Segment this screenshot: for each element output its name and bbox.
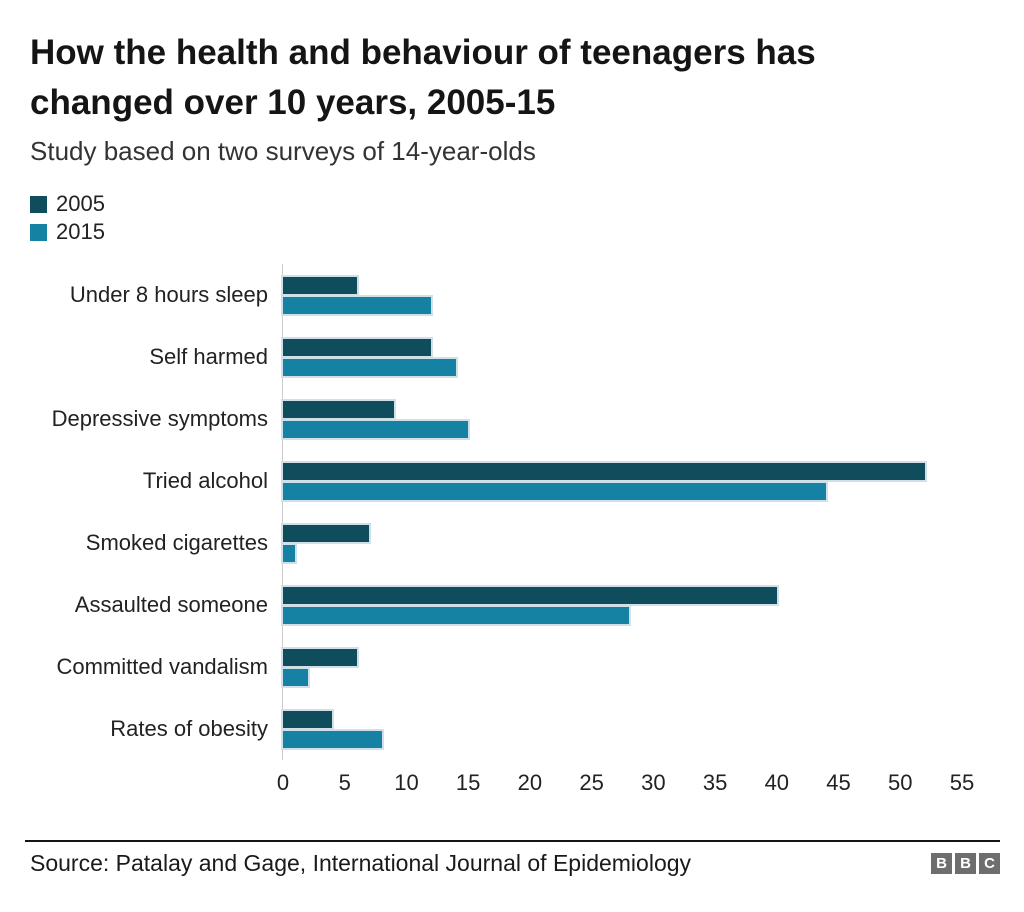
bar-2015 bbox=[280, 542, 298, 564]
category-label: Rates of obesity bbox=[110, 716, 268, 741]
category-label: Assaulted someone bbox=[74, 592, 268, 617]
bar-2005 bbox=[280, 646, 360, 668]
category-row: Under 8 hours sleep bbox=[0, 264, 1024, 326]
category-label: Tried alcohol bbox=[142, 468, 268, 493]
x-tick-label: 20 bbox=[517, 770, 543, 795]
bar-2005 bbox=[281, 584, 779, 606]
legend-swatch-2005 bbox=[30, 195, 47, 213]
x-tick-label: 10 bbox=[394, 770, 419, 795]
bar-group bbox=[280, 326, 962, 388]
footer-row: Source: Patalay and Gage, International … bbox=[25, 842, 1000, 877]
x-axis: 0 5 10 15 20 25 30 35 40 45 50 55 bbox=[277, 762, 974, 798]
bar-group bbox=[280, 450, 962, 512]
chart-subtitle: Study based on two surveys of 14-year-ol… bbox=[30, 136, 536, 166]
x-tick-label: 35 bbox=[702, 770, 728, 795]
bar-2015 bbox=[280, 294, 434, 316]
category-label: Under 8 hours sleep bbox=[69, 282, 268, 307]
legend-label-2005: 2005 bbox=[56, 191, 105, 216]
x-tick-label: 25 bbox=[579, 770, 604, 795]
category-label: Self harmed bbox=[149, 344, 268, 369]
category-row: Tried alcohol bbox=[0, 450, 1024, 512]
x-tick-label: 55 bbox=[949, 770, 975, 795]
bar-2005 bbox=[280, 274, 360, 296]
x-tick-label: 15 bbox=[455, 770, 481, 795]
bar-2015 bbox=[281, 356, 458, 378]
category-row: Self harmed bbox=[0, 326, 1024, 388]
bar-2005 bbox=[280, 708, 335, 730]
category-row: Rates of obesity bbox=[0, 698, 1024, 760]
bar-chart: Under 8 hours sleep Self harmed Depressive… bbox=[0, 264, 1024, 760]
bbc-logo-letter-c: C bbox=[979, 853, 1000, 874]
x-tick-label: 30 bbox=[641, 770, 666, 795]
category-label: Depressive symptoms bbox=[51, 406, 268, 431]
category-row: Committed vandalism bbox=[0, 636, 1024, 698]
bar-group bbox=[280, 698, 962, 760]
bar-2015 bbox=[280, 480, 829, 502]
category-label: Smoked cigarettes bbox=[85, 530, 268, 555]
bbc-logo: B B C bbox=[931, 853, 1000, 874]
bar-2015 bbox=[281, 604, 631, 626]
x-tick-label: 5 bbox=[338, 770, 351, 795]
bar-2015 bbox=[281, 728, 384, 750]
bar-group bbox=[280, 512, 962, 574]
category-row: Smoked cigarettes bbox=[0, 512, 1024, 574]
bbc-logo-letter-b1: B bbox=[931, 853, 952, 874]
bar-group bbox=[281, 574, 962, 636]
bar-group bbox=[280, 388, 962, 450]
category-row: Assaulted someone bbox=[0, 574, 1024, 636]
bar-2005 bbox=[280, 522, 372, 544]
bar-2015 bbox=[280, 418, 471, 440]
bar-2015 bbox=[281, 666, 310, 688]
bar-2005 bbox=[281, 460, 927, 482]
category-row: Depressive symptoms bbox=[0, 388, 1024, 450]
x-tick-label: 45 bbox=[826, 770, 851, 795]
legend-swatch-2015 bbox=[30, 223, 47, 241]
x-tick-label: 50 bbox=[888, 770, 913, 795]
chart-title: How the health and behaviour of teenager… bbox=[30, 33, 816, 122]
legend: 2005 2015 bbox=[30, 191, 1024, 244]
x-tick-label: 40 bbox=[764, 770, 790, 795]
chart-footer: Source: Patalay and Gage, International … bbox=[25, 840, 1000, 877]
legend-label-2015: 2015 bbox=[56, 219, 105, 244]
chart-header: How the health and behaviour of teenager… bbox=[0, 0, 1024, 166]
bar-group bbox=[280, 636, 962, 698]
bbc-logo-letter-b2: B bbox=[955, 853, 976, 874]
legend-item-2015: 2015 bbox=[30, 219, 1024, 244]
source-text: Source: Patalay and Gage, International … bbox=[30, 850, 692, 876]
x-tick-label: 0 bbox=[276, 770, 290, 795]
category-label: Committed vandalism bbox=[56, 654, 268, 679]
legend-item-2005: 2005 bbox=[30, 191, 1024, 216]
bar-2005 bbox=[280, 336, 434, 358]
bar-group bbox=[280, 264, 962, 326]
bar-2005 bbox=[280, 398, 397, 420]
